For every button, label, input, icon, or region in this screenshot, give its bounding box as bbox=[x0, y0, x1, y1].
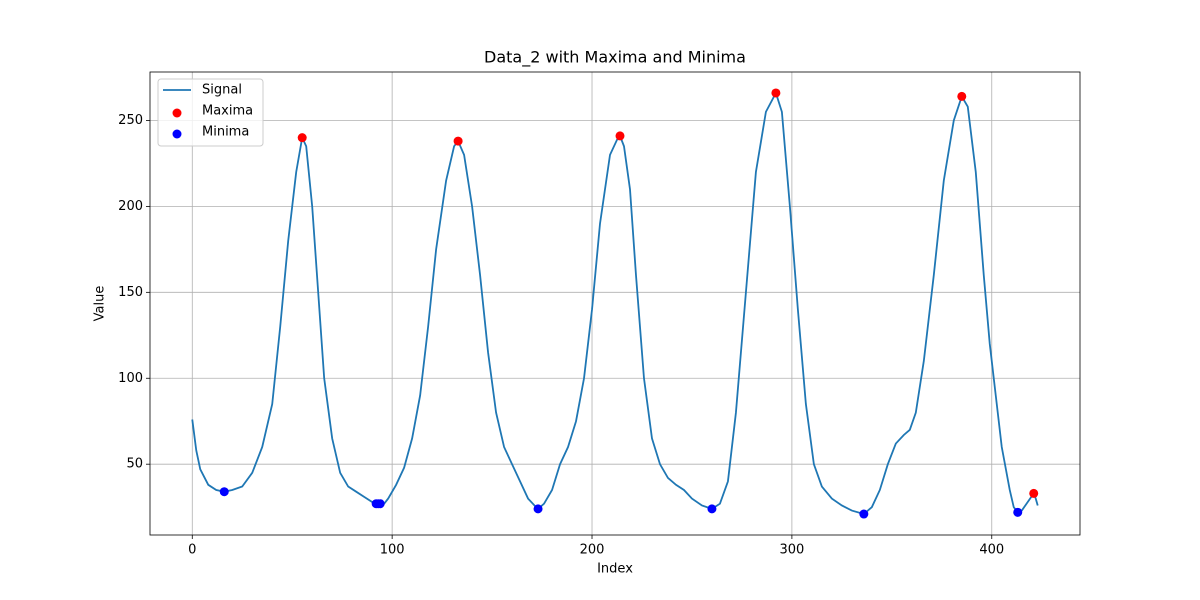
chart-title: Data_2 with Maxima and Minima bbox=[484, 48, 746, 68]
point bbox=[957, 91, 967, 101]
x-axis-label: Index bbox=[597, 562, 633, 577]
point bbox=[707, 504, 717, 514]
legend-swatch bbox=[172, 129, 182, 139]
legend-label: Maxima bbox=[202, 104, 253, 119]
point bbox=[297, 133, 307, 143]
point bbox=[453, 136, 463, 146]
x-tick-label: 100 bbox=[380, 543, 405, 558]
x-tick-label: 200 bbox=[580, 543, 605, 558]
point bbox=[219, 487, 229, 497]
y-tick-label: 100 bbox=[118, 371, 143, 386]
plot-area bbox=[191, 88, 1039, 519]
point bbox=[771, 88, 781, 98]
y-tick-label: 150 bbox=[118, 285, 143, 300]
signal-line bbox=[191, 90, 1039, 516]
point bbox=[615, 131, 625, 141]
legend-swatch bbox=[172, 108, 182, 118]
grid bbox=[150, 72, 1080, 535]
legend-box bbox=[157, 78, 264, 147]
y-axis-label: Value bbox=[93, 286, 108, 322]
point bbox=[859, 509, 869, 519]
legend-label: Minima bbox=[202, 125, 249, 140]
point bbox=[1013, 507, 1023, 517]
y-tick-label: 50 bbox=[126, 457, 143, 472]
x-tick-label: 400 bbox=[979, 543, 1004, 558]
legend-label: Signal bbox=[202, 83, 242, 98]
y-tick-label: 250 bbox=[118, 113, 143, 128]
x-tick-label: 0 bbox=[188, 543, 196, 558]
point bbox=[1029, 488, 1039, 498]
legend: Signal Maxima Minima bbox=[157, 78, 264, 147]
y-tick-label: 200 bbox=[118, 199, 143, 214]
x-tick-label: 300 bbox=[779, 543, 804, 558]
point bbox=[375, 499, 385, 509]
point bbox=[533, 504, 543, 514]
axes-frame bbox=[149, 71, 1081, 536]
